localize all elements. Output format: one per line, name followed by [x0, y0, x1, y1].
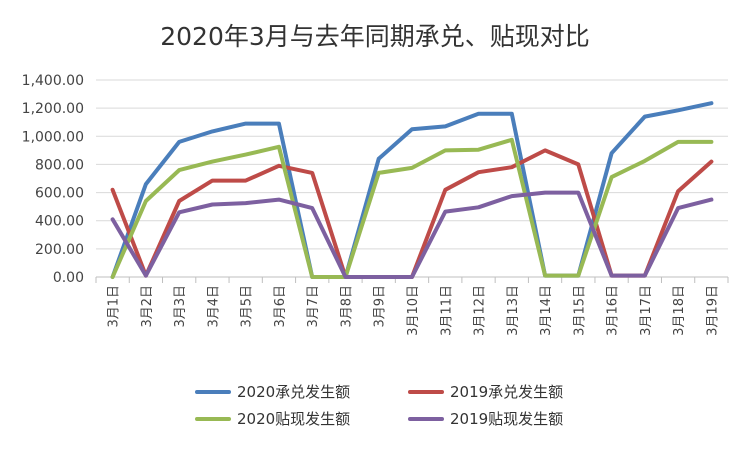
x-tick-label: 3月15日 [572, 285, 587, 336]
x-tick-label: 3月19日 [705, 285, 720, 336]
y-axis-ticks: 0.00 200.00 400.00 600.00 800.00 1,000.00 1,20… [22, 73, 84, 286]
x-tick-label: 3月6日 [273, 285, 288, 328]
legend-label: 2019贴现发生额 [450, 410, 563, 428]
x-tick-label: 3月2日 [140, 285, 155, 328]
legend-label: 2020贴现发生额 [237, 410, 350, 428]
x-tick-label: 3月12日 [473, 285, 488, 336]
y-tick-label: 400.00 [35, 214, 84, 230]
x-tick-label: 3月7日 [306, 285, 321, 328]
y-tick-label: 600.00 [35, 186, 84, 202]
x-tick-label: 3月8日 [339, 285, 354, 328]
y-tick-label: 0.00 [53, 270, 84, 286]
series-line-1 [110, 101, 714, 279]
x-tick-label: 3月3日 [173, 285, 188, 328]
x-tick-label: 3月13日 [506, 285, 521, 336]
x-tick-label: 3月10日 [406, 285, 421, 336]
legend-label: 2020承兑发生额 [237, 383, 350, 401]
x-tick-label: 3月9日 [373, 285, 388, 328]
y-tick-label: 1,400.00 [22, 73, 84, 89]
series-line-3 [110, 137, 714, 279]
legend-label: 2019承兑发生额 [450, 383, 563, 401]
x-tick-label: 3月11日 [439, 285, 454, 336]
x-axis-ticks: 3月1日 3月2日 3月3日 3月4日 3月5日 3月6日 3月7日 3月8日 3月9日 3月10… [95, 277, 729, 336]
chart-title: 2020年3月与去年同期承兑、贴现对比 [160, 22, 590, 51]
x-tick-label: 3月14日 [539, 285, 554, 336]
x-tick-label: 3月5日 [240, 285, 255, 328]
gridlines [96, 79, 728, 278]
series-line-4 [110, 190, 714, 279]
y-tick-label: 200.00 [35, 242, 84, 258]
x-tick-label: 3月1日 [107, 285, 122, 328]
y-tick-label: 800.00 [35, 157, 84, 173]
legend: 2020承兑发生额 2019承兑发生额 2020贴现发生额 2019贴现发生额 [195, 383, 563, 428]
x-tick-label: 3月18日 [672, 285, 687, 336]
y-tick-label: 1,000.00 [22, 129, 84, 145]
series-lines [110, 101, 714, 279]
x-tick-label: 3月17日 [639, 285, 654, 336]
y-tick-label: 1,200.00 [22, 101, 84, 117]
x-tick-label: 3月4日 [206, 285, 221, 328]
x-tick-label: 3月16日 [606, 285, 621, 336]
